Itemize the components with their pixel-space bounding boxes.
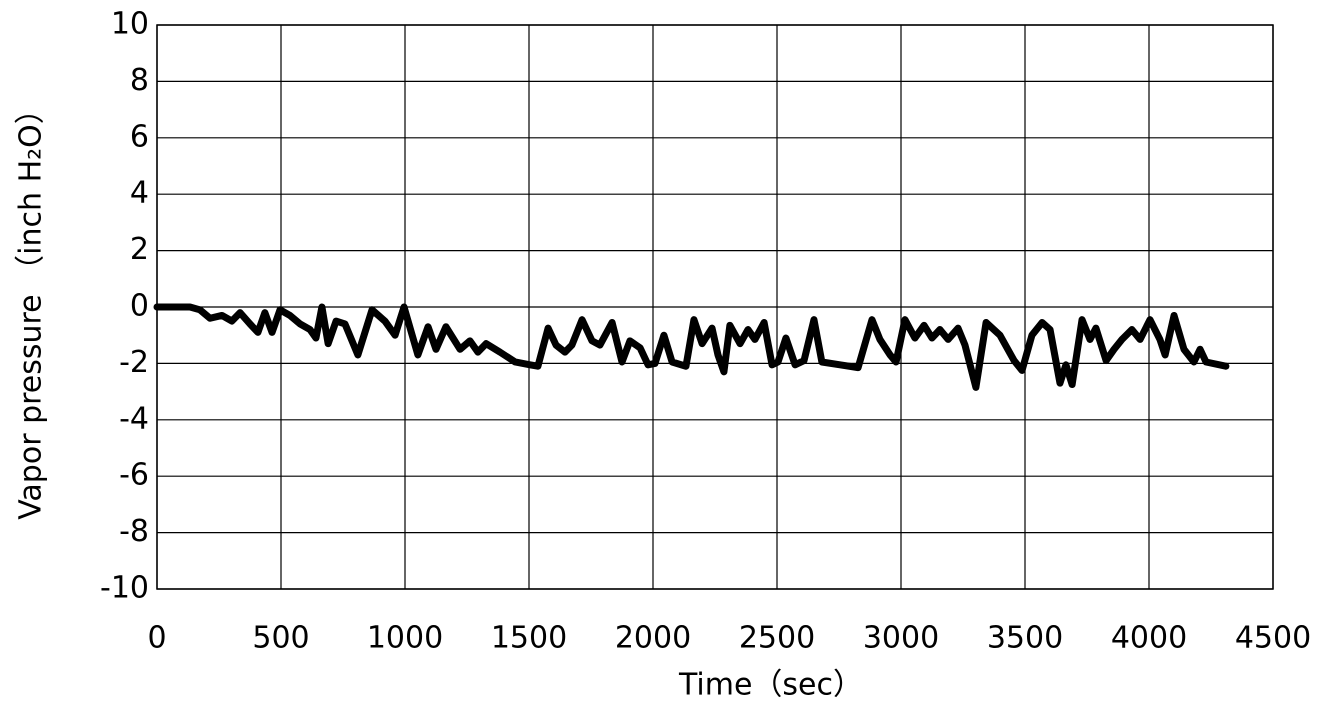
x-axis-label: Time（sec） xyxy=(678,668,863,703)
data-line xyxy=(153,303,1230,391)
y-tick-label: -4 xyxy=(119,401,149,436)
y-tick-label: 8 xyxy=(130,63,149,98)
x-tick-label: 2000 xyxy=(615,621,691,656)
x-tick-label: 3500 xyxy=(987,621,1063,656)
y-tick-label: -8 xyxy=(119,514,149,549)
x-tick-label: 1000 xyxy=(367,621,443,656)
y-tick-label: 4 xyxy=(130,176,149,211)
y-tick-label: 6 xyxy=(130,119,149,154)
y-tick-label: 10 xyxy=(111,7,149,42)
y-tick-label: 0 xyxy=(130,289,149,324)
y-tick-label: -2 xyxy=(119,345,149,380)
x-tick-label: 3000 xyxy=(863,621,939,656)
y-axis-label: Vapor pressure （inch H₂O） xyxy=(14,94,49,520)
y-tick-label: 2 xyxy=(130,232,149,267)
x-tick-label: 1500 xyxy=(491,621,567,656)
y-tick-label: -10 xyxy=(100,571,149,606)
y-tick-label: -6 xyxy=(119,458,149,493)
x-tick-label: 4500 xyxy=(1235,621,1311,656)
x-tick-label: 2500 xyxy=(739,621,815,656)
x-tick-label: 500 xyxy=(252,621,309,656)
x-tick-label: 4000 xyxy=(1111,621,1187,656)
x-tick-label: 0 xyxy=(147,621,166,656)
